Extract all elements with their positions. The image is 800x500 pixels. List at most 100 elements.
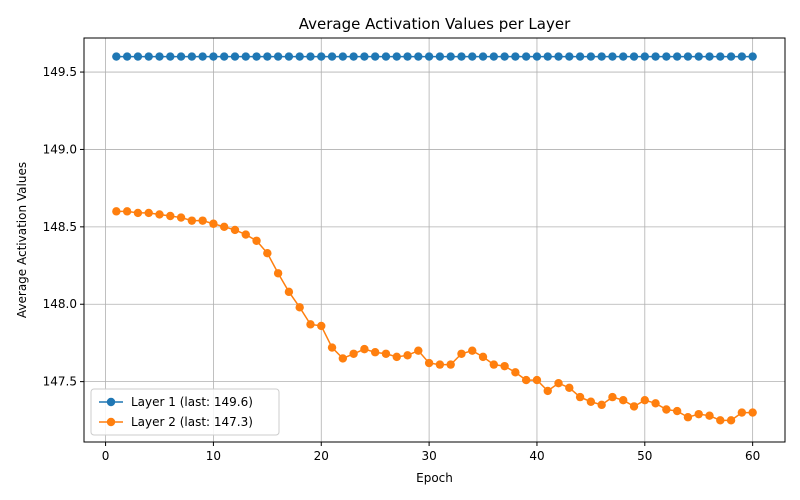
series-2-point [737, 408, 747, 417]
series-1-point [705, 52, 714, 61]
series-1-point [586, 52, 596, 61]
series-1-point [122, 52, 132, 61]
series-2-point [392, 352, 401, 362]
series-2-point [457, 349, 466, 358]
series-1-point [672, 52, 682, 61]
series-1-point [414, 52, 423, 61]
series-1-point [273, 52, 283, 61]
series-1-point [446, 52, 455, 61]
chart-title: Average Activation Values per Layer [299, 15, 571, 33]
series-2-point [694, 409, 703, 419]
series-2-point [500, 361, 509, 371]
y-tick-label: 148.0 [43, 297, 77, 311]
series-1-point [295, 52, 304, 61]
series-2-point [554, 378, 563, 388]
series-2-point [414, 346, 423, 355]
series-1-point [597, 52, 606, 61]
series-2-point [295, 303, 304, 312]
series-2-point [424, 358, 434, 368]
series-2-point [748, 408, 757, 417]
series-2-point [209, 219, 218, 228]
y-axis-label: Average Activation Values [15, 162, 29, 318]
series-1-point [651, 52, 660, 61]
series-2-point [532, 375, 542, 385]
series-2-point [317, 321, 326, 331]
legend-marker [106, 397, 116, 407]
series-1-point [521, 52, 531, 61]
series-1-point [306, 52, 315, 61]
series-1-point [619, 52, 628, 61]
series-2-point [112, 207, 121, 216]
series-1-point [640, 52, 649, 61]
series-1-point [748, 52, 757, 61]
x-tick-label: 60 [745, 449, 760, 463]
series-1-point [317, 52, 326, 61]
series-2-point [468, 346, 477, 355]
series-1-point [478, 52, 488, 61]
series-1-point [565, 52, 574, 61]
series-2-point [543, 386, 552, 396]
x-tick-label: 0 [102, 449, 110, 463]
legend-box [90, 388, 280, 436]
series-1-point [532, 52, 542, 61]
series-2-point [640, 396, 649, 405]
series-2-point [619, 396, 628, 405]
series-2-point [241, 230, 250, 239]
legend-marker [106, 417, 116, 427]
series-1-point [112, 52, 121, 61]
series-2-point [726, 416, 736, 425]
series-2-point [187, 216, 197, 225]
x-tick-label: 40 [529, 449, 544, 463]
series-2-point [651, 399, 660, 408]
series-2-point [435, 360, 445, 369]
series-2-point [575, 392, 585, 402]
series-1-point [327, 52, 337, 61]
x-tick-label: 20 [314, 449, 329, 463]
series-2-point [263, 248, 272, 258]
legend: Layer 1 (last: 149.6) Layer 2 (last: 147.… [90, 388, 280, 436]
series-2-point [586, 397, 596, 406]
series-2-point [403, 351, 412, 360]
series-2-point [306, 320, 315, 329]
y-axis: 147.5 148.0 148.5 149.0 149.5 [43, 65, 84, 389]
series-1-point [370, 52, 380, 61]
series-1-point [198, 52, 207, 61]
series-1-point [252, 52, 261, 61]
series-2-point [446, 360, 455, 369]
series-2-point [683, 413, 693, 422]
series-2-point [370, 348, 380, 357]
y-tick-label: 148.5 [43, 220, 77, 234]
series-1-point [133, 52, 143, 61]
series-2-point [672, 406, 682, 416]
x-axis: 0 10 20 30 40 50 60 [102, 442, 760, 463]
y-tick-label: 149.5 [43, 65, 77, 79]
series-1-point [144, 52, 153, 61]
series-2-point [327, 343, 337, 352]
y-tick-label: 147.5 [43, 375, 77, 389]
series-1-point [662, 52, 671, 61]
series-2-point [511, 368, 520, 377]
series-2-point [122, 207, 132, 216]
series-2-point [662, 405, 671, 414]
series-1-point [381, 52, 391, 61]
x-tick-label: 50 [637, 449, 652, 463]
series-1-point [338, 52, 348, 61]
series-1-point [392, 52, 401, 61]
legend-label: Layer 2 (last: 147.3) [131, 415, 253, 429]
series-2-point [478, 352, 488, 362]
series-2-point [230, 225, 240, 235]
series-2-point [565, 383, 574, 393]
series-1-point [468, 52, 477, 61]
series-1-point [500, 52, 509, 61]
series-1-point [424, 52, 434, 61]
series-2-point [252, 236, 261, 245]
series-2-point [608, 392, 617, 402]
series-2-point [166, 211, 175, 221]
legend-item: Layer 1 (last: 149.6) [99, 395, 253, 409]
series-2-point [705, 411, 714, 420]
series-1 [112, 52, 757, 61]
series-1-point [166, 52, 175, 61]
series-2-point [716, 416, 725, 425]
series-2-point [489, 360, 499, 369]
